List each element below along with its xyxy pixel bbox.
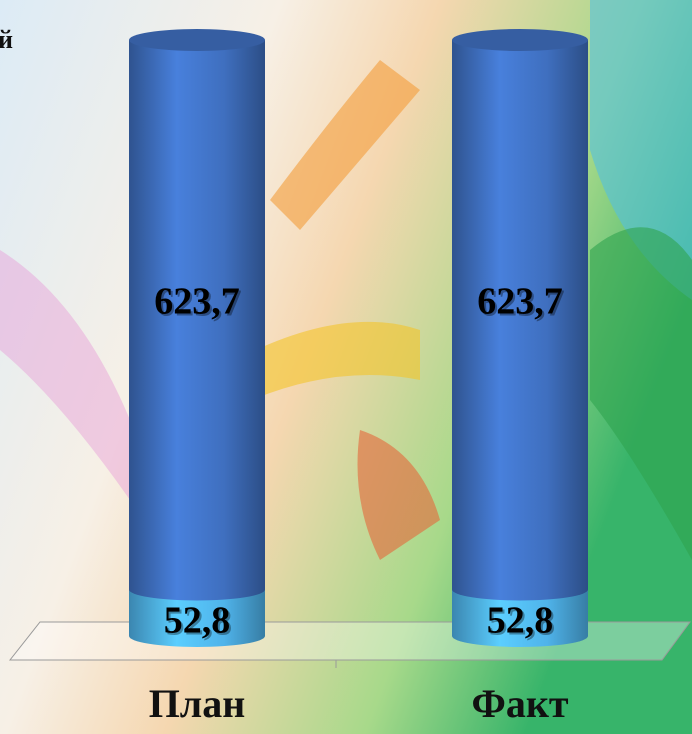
- value-label: 623,7: [154, 280, 240, 322]
- cylinder-segment: [129, 589, 265, 647]
- decoration: [0, 250, 130, 500]
- value-label-shadow: 52,8: [166, 602, 233, 644]
- value-label-shadow: 623,7: [156, 282, 242, 324]
- cylinder-segment: [452, 40, 588, 601]
- value-label: 52,8: [164, 600, 231, 642]
- value-label-shadow: 52,8: [489, 602, 556, 644]
- decoration: [590, 227, 692, 561]
- cylinder-segment: [129, 40, 265, 601]
- cylinder-top: [452, 29, 588, 51]
- value-label: 623,7: [477, 280, 563, 322]
- x-tick-label: Факт: [471, 681, 568, 726]
- decoration: [590, 0, 692, 300]
- decoration: [270, 60, 420, 230]
- annotation: й: [0, 25, 13, 54]
- value-label-shadow: 623,7: [479, 282, 565, 324]
- value-label: 52,8: [487, 600, 554, 642]
- decoration: [357, 430, 440, 560]
- cylinder-top: [129, 29, 265, 51]
- x-tick-label: План: [149, 681, 246, 726]
- cylinder-segment: [452, 589, 588, 647]
